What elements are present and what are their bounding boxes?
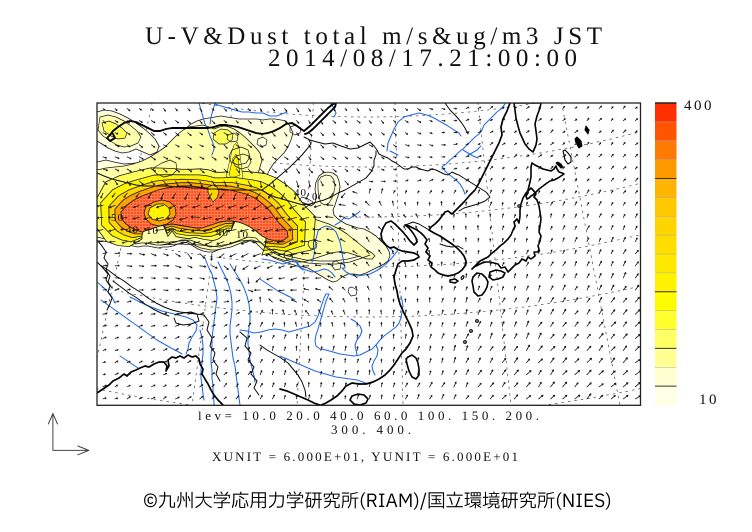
svg-text:400: 400 xyxy=(684,98,714,114)
svg-text:lev= 10.0 20.0 40.0 60.0 100.: lev= 10.0 20.0 40.0 60.0 100. 150. 200. xyxy=(198,408,539,423)
svg-text:10: 10 xyxy=(236,229,249,241)
svg-text:0: 0 xyxy=(312,191,319,203)
svg-text:40: 40 xyxy=(126,224,139,236)
svg-text:300. 400.: 300. 400. xyxy=(331,422,411,437)
svg-text:40: 40 xyxy=(294,187,307,199)
svg-text:40: 40 xyxy=(216,227,229,239)
svg-text:U-V&Dust total m/s&ug/m3 JST: U-V&Dust total m/s&ug/m3 JST xyxy=(145,23,602,50)
svg-text:50: 50 xyxy=(111,212,124,224)
svg-text:10: 10 xyxy=(146,225,159,237)
svg-text:10: 10 xyxy=(699,392,719,408)
svg-text:XUNIT = 6.000E+01, YUNIT =: XUNIT = 6.000E+01, YUNIT = 6.000E+01 xyxy=(212,449,518,464)
